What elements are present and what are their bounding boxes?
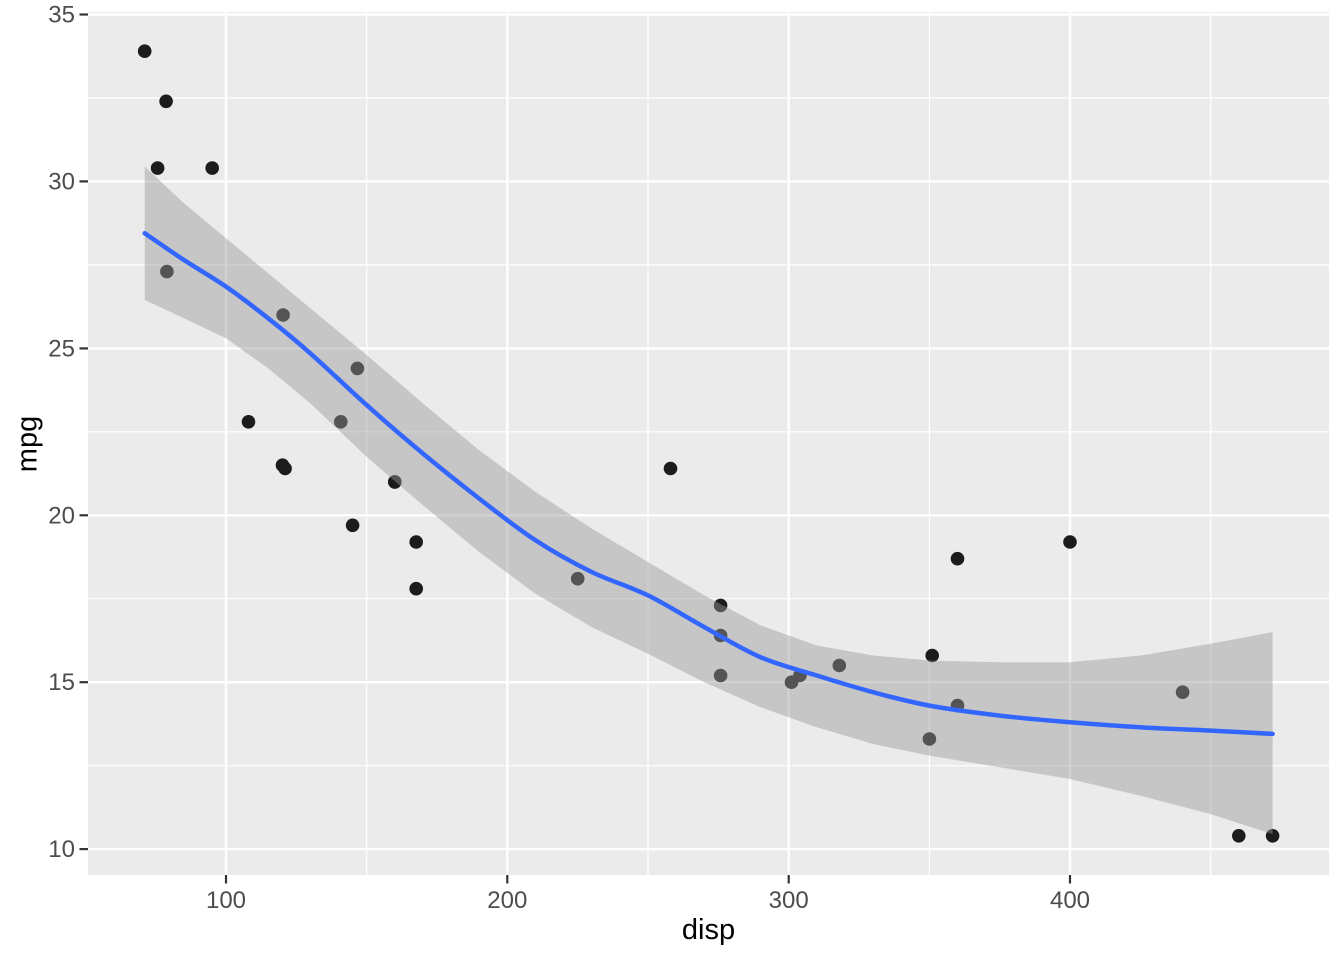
- smooth-line: [142, 230, 1275, 737]
- x-tick-label: 200: [487, 887, 527, 914]
- data-point: [663, 461, 678, 476]
- data-point: [150, 161, 165, 175]
- x-axis-title: disp: [681, 914, 736, 946]
- data-point: [159, 94, 173, 109]
- data-point: [388, 475, 402, 489]
- data-point: [570, 571, 585, 586]
- data-point: [334, 415, 348, 429]
- data-point: [1175, 685, 1190, 699]
- data-point: [278, 461, 292, 476]
- data-point: [409, 581, 424, 596]
- y-tick-label: 30: [48, 168, 75, 195]
- data-point: [241, 415, 256, 429]
- y-tick-label: 20: [48, 502, 75, 529]
- data-point: [950, 551, 965, 566]
- data-point: [1063, 535, 1077, 549]
- data-point: [1232, 829, 1246, 843]
- data-point: [137, 44, 152, 58]
- data-point: [713, 668, 728, 683]
- data-point: [713, 598, 728, 613]
- y-tick-label: 15: [48, 669, 75, 696]
- data-point: [345, 518, 360, 533]
- data-point: [925, 648, 939, 663]
- data-point: [784, 675, 799, 689]
- y-tick-label: 35: [48, 2, 75, 29]
- plot-panel: [88, 12, 1329, 875]
- y-axis-title: mpg: [11, 415, 44, 473]
- x-tick-label: 400: [1050, 887, 1090, 914]
- data-point: [276, 308, 290, 322]
- data-point: [205, 161, 219, 175]
- data-point: [409, 535, 424, 549]
- data-point: [350, 361, 365, 376]
- x-tick-label: 100: [206, 887, 246, 914]
- data-point: [1265, 829, 1280, 843]
- data-point: [832, 658, 847, 673]
- y-tick-label: 25: [48, 335, 75, 362]
- y-tick-label: 10: [48, 836, 75, 863]
- data-point: [922, 732, 937, 746]
- confidence-ribbon: [144, 166, 1273, 835]
- data-point: [160, 264, 174, 279]
- x-tick-label: 300: [769, 887, 809, 914]
